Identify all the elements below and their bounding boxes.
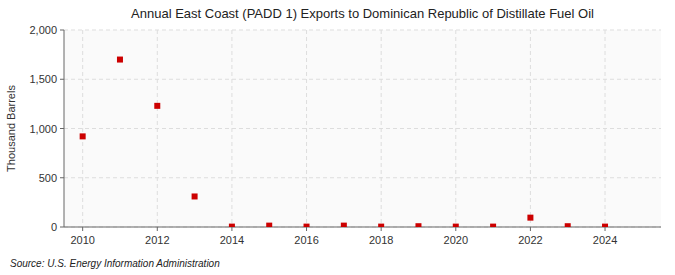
point <box>192 193 198 199</box>
y-tick-label: 1,000 <box>29 123 57 135</box>
x-axis-line <box>64 227 661 228</box>
x-grid-line <box>157 30 158 227</box>
point <box>527 215 533 221</box>
y-tick <box>60 128 64 129</box>
x-tick <box>82 227 83 231</box>
x-tick-label: 2022 <box>518 234 542 246</box>
point <box>602 224 608 227</box>
y-tick <box>60 177 64 178</box>
source-annotation: Source: U.S. Energy Information Administ… <box>10 258 220 269</box>
y-tick-label: 0 <box>51 221 57 233</box>
y-grid-line <box>64 177 661 178</box>
x-tick-label: 2024 <box>593 234 617 246</box>
point <box>341 223 347 227</box>
y-tick-label: 2,000 <box>29 24 57 36</box>
x-grid-line <box>605 30 606 227</box>
x-tick <box>455 227 456 231</box>
x-tick-label: 2020 <box>444 234 468 246</box>
chart-svg: 0 500 1,000 1,500 2,000 2010 2012 2014 2016 2018 2… <box>0 0 675 275</box>
x-grid-line <box>82 30 83 227</box>
plot-background <box>64 30 661 227</box>
point <box>266 223 272 227</box>
point <box>490 224 496 227</box>
y-tick <box>60 227 64 228</box>
point <box>415 223 421 227</box>
x-tick-label: 2014 <box>220 234 244 246</box>
x-tick-label: 2010 <box>70 234 94 246</box>
x-tick <box>530 227 531 231</box>
y-axis-label: Thousand Barrels <box>5 85 17 172</box>
x-grid-line <box>306 30 307 227</box>
x-tick <box>306 227 307 231</box>
points <box>80 57 608 227</box>
x-tick <box>157 227 158 231</box>
x-tick <box>381 227 382 231</box>
point <box>229 224 235 227</box>
y-grid-line <box>64 227 661 228</box>
y-tick <box>60 30 64 31</box>
x-grid-line <box>455 30 456 227</box>
point <box>565 223 571 227</box>
x-grid-line <box>530 30 531 227</box>
y-axis-line <box>64 30 65 227</box>
y-grid-line <box>64 30 661 31</box>
point <box>453 224 459 227</box>
x-grid-line <box>231 30 232 227</box>
x-tick-label: 2018 <box>369 234 393 246</box>
x-tick-label: 2012 <box>145 234 169 246</box>
y-tick-label: 500 <box>39 172 57 184</box>
point <box>117 57 123 63</box>
chart-container: 0 500 1,000 1,500 2,000 2010 2012 2014 2016 2018 2… <box>0 0 675 275</box>
x-tick <box>605 227 606 231</box>
x-grid-line <box>381 30 382 227</box>
title: Annual East Coast (PADD 1) Exports to Do… <box>131 6 594 21</box>
x-tick <box>231 227 232 231</box>
y-tick <box>60 79 64 80</box>
y-grid-line <box>64 79 661 80</box>
point <box>80 133 86 139</box>
y-tick-label: 1,500 <box>29 73 57 85</box>
point <box>304 224 310 227</box>
y-grid-line <box>64 128 661 129</box>
point <box>154 103 160 109</box>
point <box>378 224 384 227</box>
x-tick-label: 2016 <box>294 234 318 246</box>
